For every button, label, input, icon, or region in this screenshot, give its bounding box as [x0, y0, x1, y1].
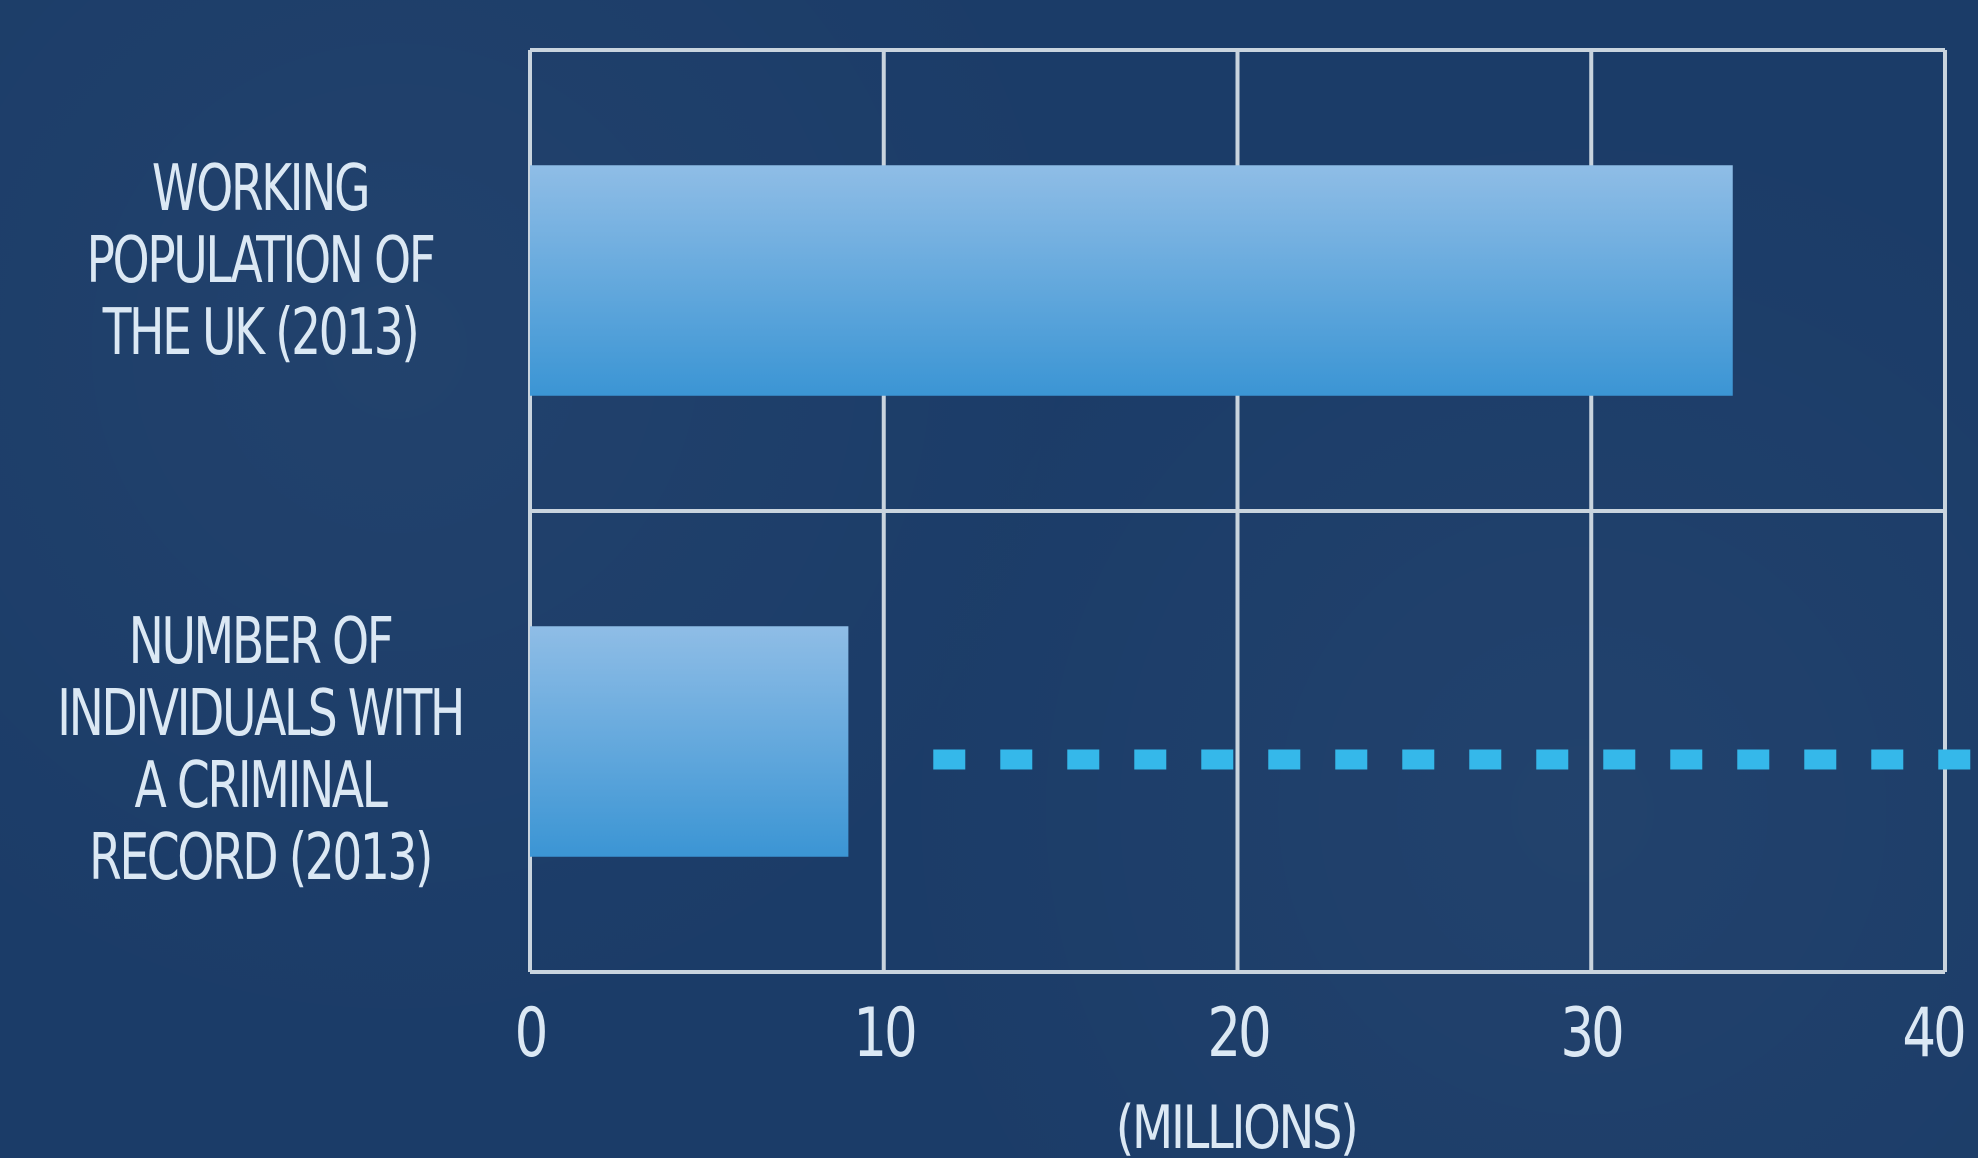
category-label-0: WORKING POPULATION OF THE UK (2013) [86, 151, 436, 370]
x-tick-label-30: 30 [1560, 994, 1625, 1073]
x-tick-label-0: 0 [514, 994, 549, 1073]
x-tick-label-20: 20 [1206, 994, 1271, 1073]
bar-0 [530, 165, 1733, 396]
x-axis-label: (MILLIONS) [1115, 1093, 1359, 1158]
bar-1 [530, 626, 849, 857]
category-label-1: NUMBER OF INDIVIDUALS WITH A CRIMINAL RE… [57, 604, 465, 895]
x-tick-label-10: 10 [853, 994, 917, 1073]
bars [530, 165, 1733, 857]
x-tick-label-40: 40 [1902, 994, 1966, 1073]
